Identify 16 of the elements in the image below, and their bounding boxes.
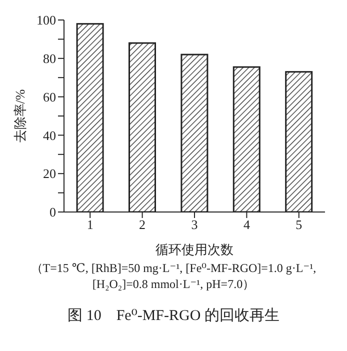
text: （T=15 ℃, [RhB]=50 mg·L⁻¹, [Fe⁰-MF-RGO]=1.0 g·L⁻¹, (30, 260, 318, 276)
x-axis-title: 循环使用次数 (156, 242, 234, 257)
y-tick-label: 20 (43, 166, 56, 182)
x-tick-label: 4 (243, 217, 250, 232)
x-tick-label: 3 (191, 217, 198, 232)
y-tick-label: 80 (43, 51, 56, 66)
x-tick-label: 2 (139, 217, 146, 232)
text: 图 10 Fe⁰-MF-RGO 的回收再生 (66, 306, 280, 325)
y-tick-label: 0 (50, 204, 56, 220)
y-tick-label: 100 (36, 12, 56, 28)
text: [H₂O₂]=0.8 mmol·L⁻¹, pH=7.0） (91, 276, 256, 292)
x-tick-label: 1 (86, 217, 94, 232)
y-axis-title: 去除率/% (12, 89, 28, 143)
x-tick-label: 5 (296, 217, 302, 232)
y-tick-label: 60 (43, 89, 56, 104)
y-tick-label: 40 (43, 128, 56, 143)
